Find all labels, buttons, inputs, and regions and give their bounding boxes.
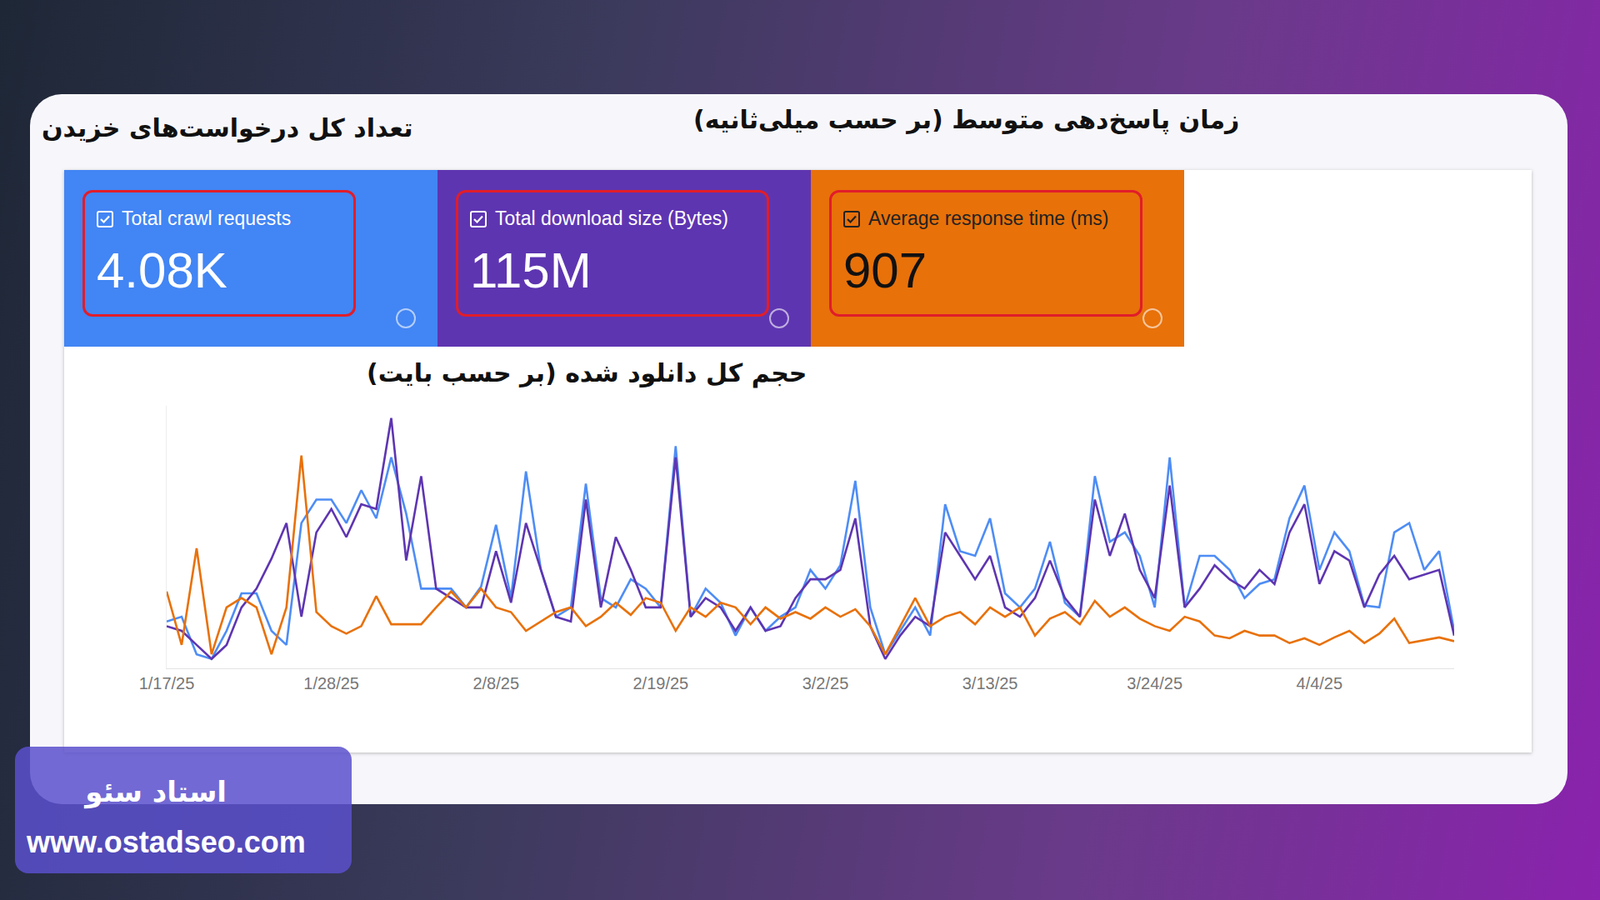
svg-text:3/24/25: 3/24/25 <box>1126 674 1183 693</box>
svg-text:3/2/25: 3/2/25 <box>802 674 850 693</box>
html-text:زمان پاسخ‌دهی متوسط (بر حسب می: زمان پاسخ‌دهی متوسط (بر حسب میلی‌ثانیه) <box>693 105 1240 135</box>
html-text:حجم کل دانلود شده (بر حسب بایت: حجم کل دانلود شده (بر حسب بایت) <box>366 358 807 388</box>
html-text:استاد سئو: استاد سئو <box>85 775 227 809</box>
html-text:Average response time (ms): Average response time (ms) <box>868 207 1109 230</box>
html-text:115M: 115M <box>470 242 592 299</box>
svg-text:1/17/25: 1/17/25 <box>139 674 195 693</box>
html-text:Total download size (Bytes): Total download size (Bytes) <box>495 207 729 230</box>
svg-text:4/4/25: 4/4/25 <box>1296 674 1344 693</box>
svg-text:3/13/25: 3/13/25 <box>962 674 1019 693</box>
html-text:Total crawl requests: Total crawl requests <box>121 207 292 230</box>
html-text:907: 907 <box>843 242 927 299</box>
html-text:4.08K: 4.08K <box>96 242 228 299</box>
svg-text:2/19/25: 2/19/25 <box>632 674 689 693</box>
html-text:www.ostadseo.com: www.ostadseo.com <box>26 825 306 860</box>
svg-text:2/8/25: 2/8/25 <box>472 674 520 693</box>
html-text:تعداد کل درخواست‌های خزیدن: تعداد کل درخواست‌های خزیدن <box>41 113 413 143</box>
svg-text:1/28/25: 1/28/25 <box>303 674 360 693</box>
